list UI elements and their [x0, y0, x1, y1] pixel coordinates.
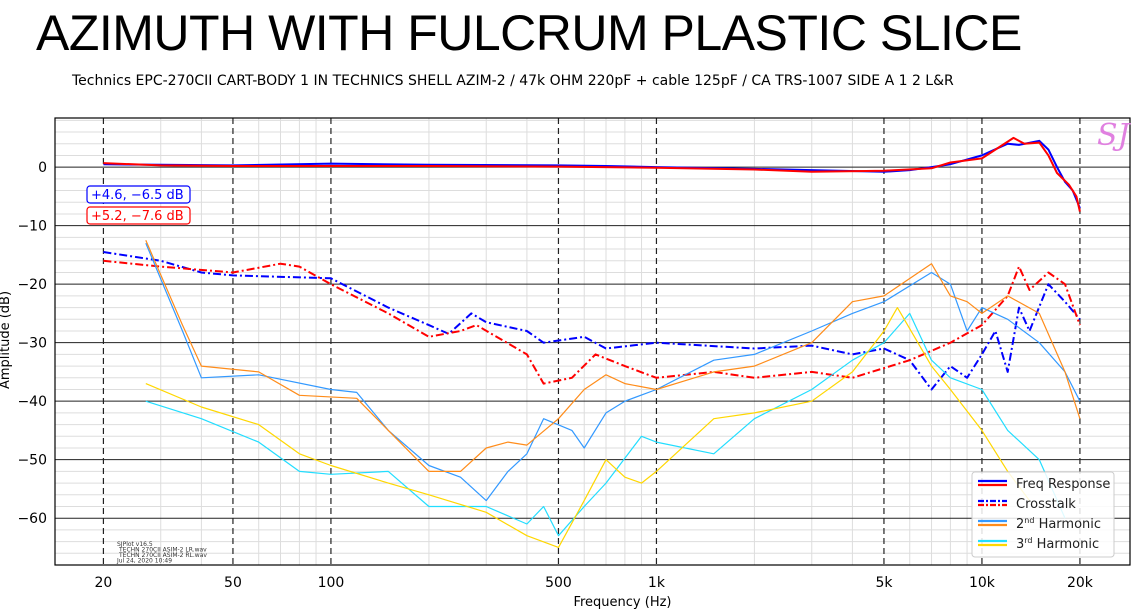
annotation-text: +5.2, −7.6 dB: [91, 209, 184, 224]
chart-subtitle: Technics EPC-270CII CART-BODY 1 IN TECHN…: [72, 73, 954, 89]
x-tick-label: 5k: [875, 575, 893, 591]
y-tick-label: −30: [17, 336, 47, 352]
series-line: [103, 259, 1081, 385]
legend-label: Freq Response: [1016, 477, 1110, 492]
footer-text: SJPlot v16.5: [117, 541, 153, 548]
x-tick-label: 20k: [1067, 575, 1094, 591]
legend-label: Crosstalk: [1016, 497, 1076, 512]
legend: Freq Response Crosstalk 2nd Harmonic 3rd Ha…: [971, 471, 1115, 558]
y-tick-label: −60: [17, 511, 47, 527]
y-tick-label: −20: [17, 277, 47, 293]
annotation-box: [86, 206, 191, 225]
series-line: [103, 136, 1081, 212]
legend-box: [971, 471, 1115, 558]
footer-text: Jul 24, 2020 10:49: [116, 558, 172, 565]
x-tick-label: 100: [318, 575, 345, 591]
x-tick-label: 10k: [969, 575, 996, 591]
x-tick-label: 50: [224, 575, 242, 591]
series-line: [145, 242, 1081, 502]
watermark: SJ: [1097, 118, 1132, 153]
y-tick-label: −10: [17, 219, 47, 235]
x-tick-label: 20: [95, 575, 113, 591]
y-tick-label: −50: [17, 453, 47, 469]
chart-title: AZIMUTH WITH FULCRUM PLASTIC SLICE: [36, 5, 1022, 61]
footer-text: TECHN 270CII ASIM-2 LR.wav: [118, 547, 207, 554]
y-tick-label: 0: [38, 160, 47, 176]
footer-text: TECHN 270CII ASIM-2 RL.wav: [118, 552, 207, 559]
y-tick-label: −40: [17, 394, 47, 410]
series-line: [145, 312, 1066, 537]
legend-label: 3rd Harmonic: [1016, 536, 1099, 552]
x-axis-label: Frequency (Hz): [573, 595, 671, 610]
x-tick-label: 1k: [648, 575, 666, 591]
y-axis-label: Amplitude (dB): [0, 291, 13, 389]
series-line: [103, 251, 1081, 391]
legend-label: 2nd Harmonic: [1016, 516, 1101, 532]
annotation-text: +4.6, −6.5 dB: [91, 188, 184, 203]
series-line: [145, 240, 1081, 472]
series-line: [145, 307, 1030, 548]
x-tick-label: 500: [545, 575, 572, 591]
annotation-box: [86, 185, 191, 204]
plot-frame: [54, 117, 1131, 566]
